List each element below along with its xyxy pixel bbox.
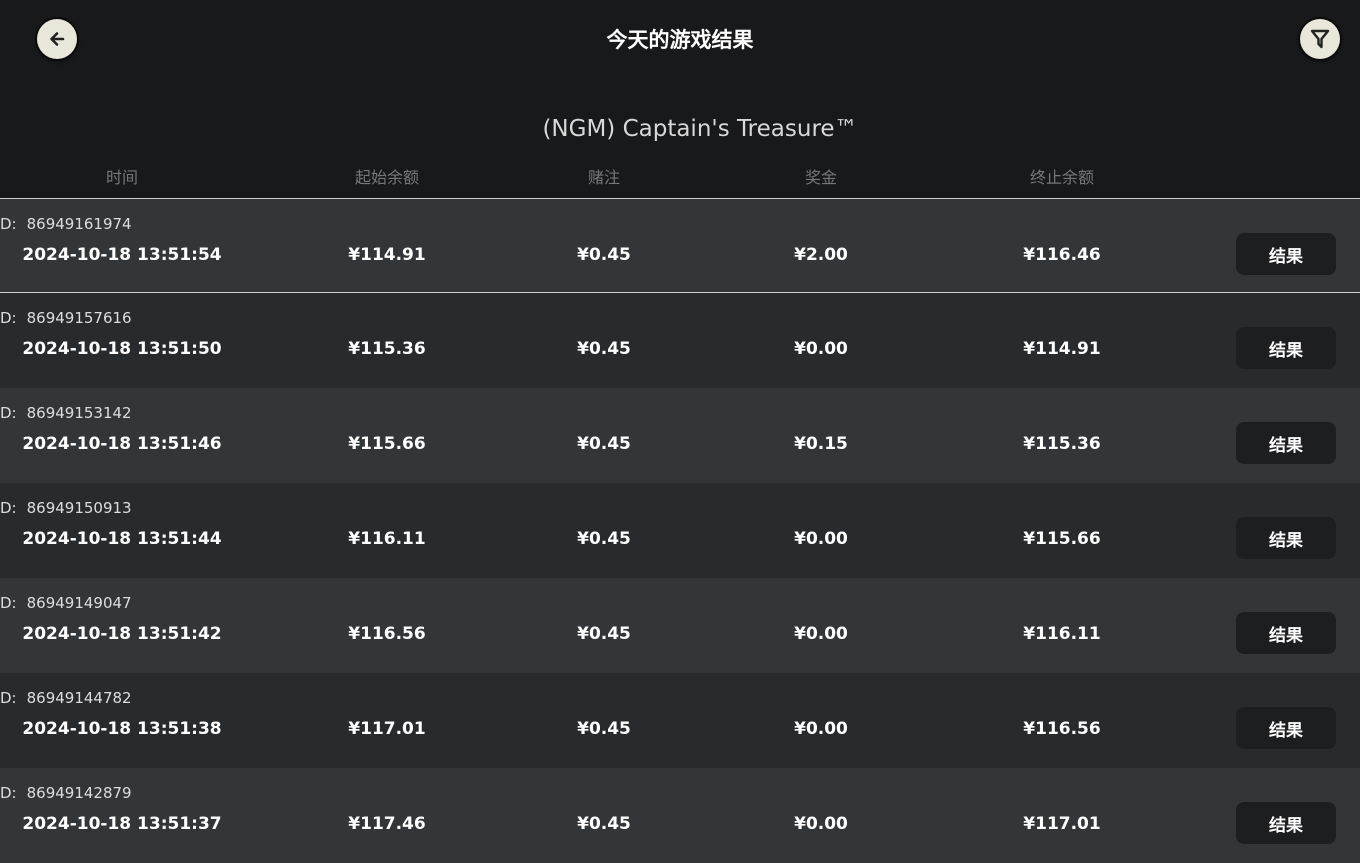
arrow-left-icon: [50, 32, 65, 46]
win-cell: ¥0.00: [794, 624, 848, 644]
round-id: D: 86949142879: [0, 784, 132, 802]
table-row: D: 86949157616 2024-10-18 13:51:50 ¥115.3…: [0, 293, 1360, 388]
column-end-balance: 终止余额: [1029, 168, 1095, 187]
column-bet: 赌注: [587, 168, 621, 187]
bet-cell: ¥0.45: [577, 719, 631, 739]
win-cell: ¥0.00: [794, 719, 848, 739]
result-button[interactable]: 结果: [1236, 707, 1336, 749]
table-row: D: 86949144782 2024-10-18 13:51:38 ¥117.0…: [0, 673, 1360, 768]
filter-button[interactable]: [1300, 19, 1340, 59]
time-cell: 2024-10-18 13:51:54: [22, 245, 222, 265]
id-label: D:: [0, 404, 17, 422]
table-row: D: 86949142879 2024-10-18 13:51:37 ¥117.4…: [0, 768, 1360, 863]
end-balance-cell: ¥115.36: [1023, 434, 1101, 454]
round-id-value: 86949150913: [26, 499, 132, 517]
round-id: D: 86949161974: [0, 215, 132, 233]
round-id-value: 86949153142: [26, 404, 132, 422]
round-id-value: 86949144782: [26, 689, 132, 707]
end-balance-cell: ¥114.91: [1023, 339, 1101, 359]
header: 今天的游戏结果: [0, 0, 1360, 80]
start-balance-cell: ¥117.01: [348, 719, 426, 739]
time-cell: 2024-10-18 13:51:42: [22, 624, 222, 644]
result-button[interactable]: 结果: [1236, 517, 1336, 559]
win-cell: ¥0.00: [794, 814, 848, 834]
game-name: (NGM) Captain's Treasure™: [542, 116, 858, 142]
id-label: D:: [0, 499, 17, 517]
time-cell: 2024-10-18 13:51:38: [22, 719, 222, 739]
filter-icon: [1310, 29, 1330, 49]
id-label: D:: [0, 215, 17, 233]
end-balance-cell: ¥117.01: [1023, 814, 1101, 834]
table-row: D: 86949161974 2024-10-18 13:51:54 ¥114.9…: [0, 199, 1360, 293]
time-cell: 2024-10-18 13:51:44: [22, 529, 222, 549]
bet-cell: ¥0.45: [577, 624, 631, 644]
result-button[interactable]: 结果: [1236, 422, 1336, 464]
end-balance-cell: ¥116.46: [1023, 245, 1101, 265]
round-id-value: 86949149047: [26, 594, 132, 612]
id-label: D:: [0, 784, 17, 802]
round-id: D: 86949144782: [0, 689, 132, 707]
start-balance-cell: ¥114.91: [348, 245, 426, 265]
round-id-value: 86949157616: [26, 309, 132, 327]
result-button[interactable]: 结果: [1236, 612, 1336, 654]
result-button[interactable]: 结果: [1236, 802, 1336, 844]
result-button[interactable]: 结果: [1236, 233, 1336, 275]
round-id: D: 86949153142: [0, 404, 132, 422]
table-row: D: 86949150913 2024-10-18 13:51:44 ¥116.1…: [0, 483, 1360, 578]
column-headers: 时间 起始余额 赌注 奖金 终止余额: [0, 164, 1360, 187]
start-balance-cell: ¥117.46: [348, 814, 426, 834]
win-cell: ¥0.00: [794, 529, 848, 549]
round-id-value: 86949161974: [26, 215, 132, 233]
round-id: D: 86949149047: [0, 594, 132, 612]
id-label: D:: [0, 689, 17, 707]
round-id: D: 86949150913: [0, 499, 132, 517]
round-id: D: 86949157616: [0, 309, 132, 327]
bet-cell: ¥0.45: [577, 245, 631, 265]
table-row: D: 86949153142 2024-10-18 13:51:46 ¥115.6…: [0, 388, 1360, 483]
result-button[interactable]: 结果: [1236, 327, 1336, 369]
bet-cell: ¥0.45: [577, 814, 631, 834]
start-balance-cell: ¥116.11: [348, 529, 426, 549]
round-id-value: 86949142879: [26, 784, 132, 802]
end-balance-cell: ¥115.66: [1023, 529, 1101, 549]
column-time: 时间: [105, 168, 139, 187]
start-balance-cell: ¥115.36: [348, 339, 426, 359]
win-cell: ¥0.15: [794, 434, 848, 454]
id-label: D:: [0, 594, 17, 612]
time-cell: 2024-10-18 13:51:37: [22, 814, 222, 834]
results-list: D: 86949161974 2024-10-18 13:51:54 ¥114.9…: [0, 198, 1360, 863]
bet-cell: ¥0.45: [577, 339, 631, 359]
column-start-balance: 起始余额: [354, 168, 420, 187]
end-balance-cell: ¥116.56: [1023, 719, 1101, 739]
end-balance-cell: ¥116.11: [1023, 624, 1101, 644]
back-button[interactable]: [37, 19, 77, 59]
time-cell: 2024-10-18 13:51:46: [22, 434, 222, 454]
bet-cell: ¥0.45: [577, 529, 631, 549]
bet-cell: ¥0.45: [577, 434, 631, 454]
page-title: 今天的游戏结果: [606, 28, 754, 52]
time-cell: 2024-10-18 13:51:50: [22, 339, 222, 359]
win-cell: ¥0.00: [794, 339, 848, 359]
start-balance-cell: ¥116.56: [348, 624, 426, 644]
start-balance-cell: ¥115.66: [348, 434, 426, 454]
id-label: D:: [0, 309, 17, 327]
win-cell: ¥2.00: [794, 245, 848, 265]
column-win: 奖金: [804, 168, 838, 187]
table-row: D: 86949149047 2024-10-18 13:51:42 ¥116.5…: [0, 578, 1360, 673]
